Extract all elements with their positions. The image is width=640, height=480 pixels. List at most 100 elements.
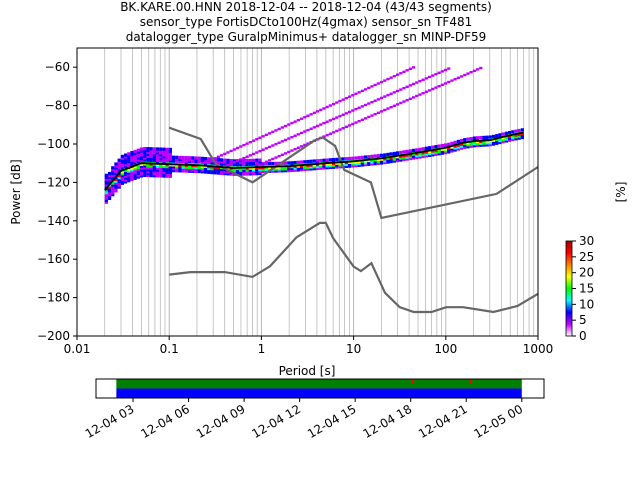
heatmap-cell [386,154,390,158]
heatmap-cell [200,170,204,174]
heatmap-cell [328,163,332,168]
heatmap-cell [379,155,384,159]
grid-lines [76,48,535,336]
heatmap-cell [389,158,393,162]
heatmap-cell [104,179,108,183]
heatmap-cell [415,148,419,152]
heatmap-cell [143,158,147,162]
heatmap-cell [162,161,166,165]
heatmap-cell [216,155,220,159]
heatmap-cell [347,156,352,161]
heatmap-cell [309,127,313,130]
heatmap-cell [392,159,396,163]
heatmap-cell [280,126,284,129]
heatmap-cell [146,168,150,172]
heatmap-cell [168,147,172,152]
heatmap-cell [130,168,134,172]
heatmap-cell [325,120,329,123]
heatmap-cell [434,72,438,76]
heatmap-cell [373,160,377,164]
heatmap-cell [386,93,390,97]
heatmap-cell [347,95,352,98]
timeline-gap-mark [411,379,414,383]
heatmap-cell [133,174,137,179]
heatmap-cell [511,134,515,138]
heatmap-cell [127,173,131,177]
heatmap-cell [216,161,220,166]
heatmap-cell [437,152,441,156]
heatmap-cell [197,160,201,164]
heatmap-cell [469,71,473,74]
heatmap-cell [322,166,326,170]
heatmap-cell [223,171,227,176]
heatmap-cell [322,164,326,168]
heatmap-cell [331,159,336,164]
y-tick-label: −140 [37,214,70,228]
heatmap-cell [501,132,505,136]
heatmap-cell [175,155,179,159]
heatmap-cell [178,165,182,169]
colorbar-gradient [565,240,573,337]
heatmap-cell [383,108,387,112]
heatmap-cell [434,150,438,154]
heatmap-cell [197,166,201,170]
heatmap-cell [283,152,288,155]
heatmap-cell [376,82,380,85]
heatmap-cell [171,155,176,159]
heatmap-cell [280,163,284,167]
heatmap-cell [123,170,128,174]
heatmap-cell [235,146,240,150]
heatmap-cell [245,162,249,166]
heatmap-cell [117,173,121,178]
heatmap-cell [491,140,496,144]
heatmap-cell [315,166,320,171]
heatmap-cell [104,181,108,185]
heatmap-cell [386,152,390,157]
heatmap-cell [149,147,153,151]
heatmap-cell [405,157,409,161]
heatmap-cell [443,151,448,155]
heatmap-cell [130,170,134,174]
heatmap-cell [322,160,326,164]
heatmap-cell [168,174,172,178]
heatmap-cell [194,158,198,162]
heatmap-cell [287,137,291,140]
heatmap-cell [485,137,489,141]
heatmap-cell [437,148,441,152]
heatmap-cell [354,92,358,95]
heatmap-cell [168,168,172,173]
colorbar-tick-label: 10 [579,297,594,311]
heatmap-cell [309,159,313,163]
heatmap-cell [431,153,435,157]
heatmap-cell [325,105,329,109]
heatmap-cell [373,154,377,158]
heatmap-cell [248,172,252,176]
heatmap-cell [482,135,486,139]
heatmap-cell [120,154,124,159]
heatmap-cell [463,139,467,144]
heatmap-cell [328,158,332,162]
heatmap-cell [517,132,521,136]
heatmap-cell [146,158,150,162]
heatmap-cell [239,158,243,161]
y-tick-label: −160 [37,252,70,266]
heatmap-cell [389,92,393,95]
heatmap-cell [325,133,329,137]
heatmap-cell [111,181,115,185]
heatmap-cell [485,143,489,147]
heatmap-cell [475,136,480,140]
heatmap-cell [152,174,156,178]
heatmap-cell [376,155,380,160]
heatmap-cell [139,158,144,163]
heatmap-cell [322,158,326,162]
heatmap-cell [290,161,294,165]
heatmap-cell [299,166,304,170]
heatmap-cell [191,165,195,170]
heatmap-cell [162,168,166,172]
heatmap-cell [187,158,192,162]
heatmap-cell [447,150,451,154]
heatmap-cell [239,163,243,167]
heatmap-cell [261,169,265,174]
heatmap-cell [411,66,416,69]
heatmap-cell [136,173,140,177]
